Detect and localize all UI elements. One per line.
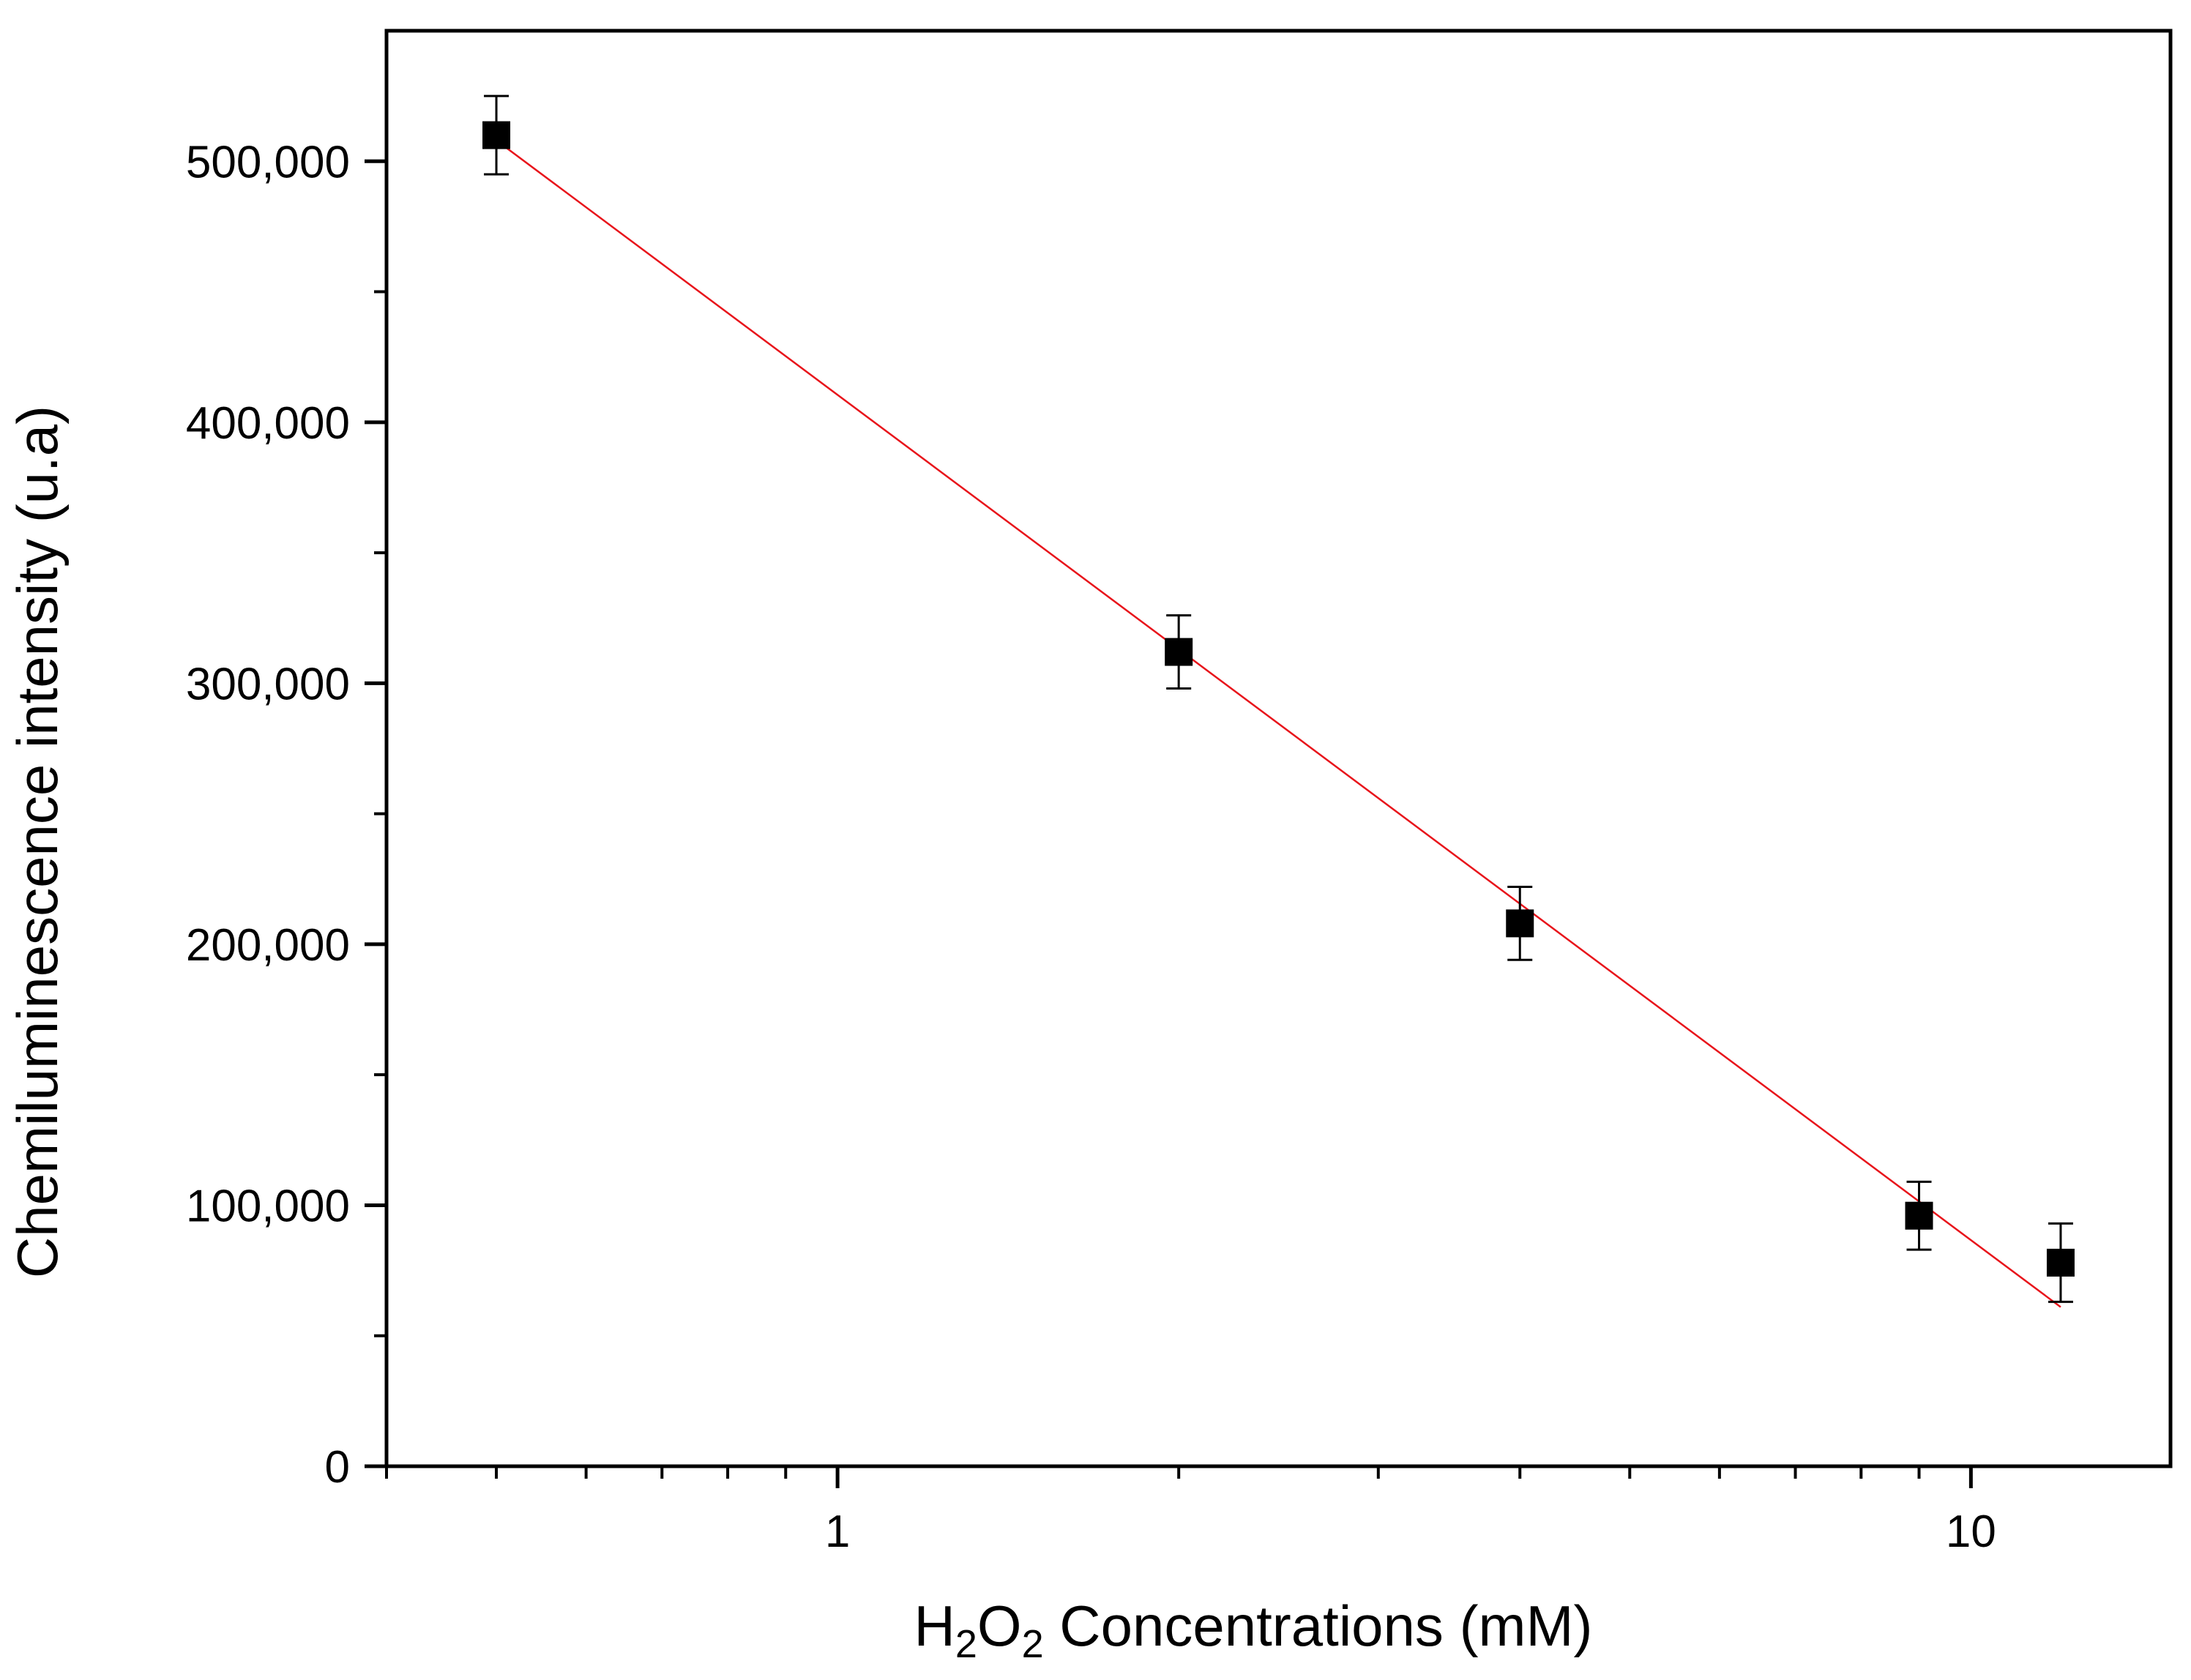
- data-marker: [1905, 1201, 1933, 1230]
- x-axis-title-h: H: [914, 1594, 955, 1658]
- data-point: [482, 94, 511, 176]
- fit-layer: [496, 139, 2061, 1308]
- x-axis-title-o: O: [977, 1594, 1022, 1658]
- y-tick-label: 0: [325, 1442, 350, 1493]
- data-layer: [482, 94, 2075, 1303]
- data-marker: [482, 121, 511, 149]
- tick-labels-layer: 0 100,000 200,000 300,000 400,000 500,000 1 10: [186, 137, 1996, 1557]
- data-marker: [2046, 1248, 2075, 1277]
- x-axis-title-rest: Concentrations (mM): [1044, 1594, 1593, 1658]
- data-point: [1165, 614, 1193, 690]
- y-tick-label: 300,000: [186, 659, 350, 709]
- x-axis-title-sub2: 2: [1022, 1622, 1044, 1666]
- data-point: [1506, 885, 1534, 961]
- y-tick-label: 100,000: [186, 1181, 350, 1231]
- data-marker: [1506, 909, 1534, 938]
- fit-line: [496, 139, 2061, 1308]
- y-tick-label: 200,000: [186, 920, 350, 971]
- x-axis-title-sub1: 2: [955, 1622, 977, 1666]
- y-tick-label: 400,000: [186, 398, 350, 449]
- ticks-layer: [365, 159, 1973, 1488]
- x-axis-title: H2O2 Concentrations (mM): [914, 1594, 1593, 1666]
- y-axis-title: Chemiluminescence intensity (u.a): [5, 406, 70, 1278]
- plot-frame: [384, 29, 2173, 1468]
- plot-frame-layer: [384, 29, 2173, 1468]
- data-point: [2046, 1222, 2075, 1303]
- x-tick-label: 10: [1946, 1507, 1996, 1557]
- y-tick-label: 500,000: [186, 137, 350, 187]
- x-tick-label: 1: [825, 1507, 850, 1557]
- data-marker: [1165, 638, 1193, 666]
- data-point: [1905, 1180, 1933, 1251]
